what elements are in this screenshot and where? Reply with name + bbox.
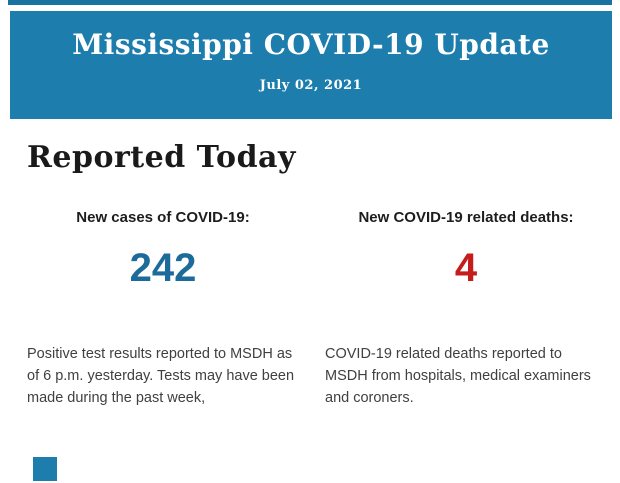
cases-label: New cases of COVID-19:: [76, 209, 250, 226]
cases-column: New cases of COVID-19: 242 Positive test…: [27, 205, 299, 455]
partial-next-section-square: [33, 457, 57, 481]
cases-description: Positive test results reported to MSDH a…: [27, 346, 295, 406]
deaths-description: COVID-19 related deaths reported to MSDH…: [325, 346, 591, 406]
banner-date: July 02, 2021: [259, 78, 363, 93]
section-heading: Reported Today: [27, 140, 296, 175]
banner-title: Mississippi COVID-19 Update: [72, 28, 550, 61]
cases-value: 242: [129, 246, 197, 290]
top-accent-strip: [8, 0, 612, 5]
update-banner: Mississippi COVID-19 Update July 02, 202…: [10, 11, 612, 119]
deaths-value: 4: [454, 246, 478, 290]
deaths-label: New COVID-19 related deaths:: [358, 209, 574, 226]
deaths-column: New COVID-19 related deaths: 4 COVID-19 …: [325, 205, 607, 455]
